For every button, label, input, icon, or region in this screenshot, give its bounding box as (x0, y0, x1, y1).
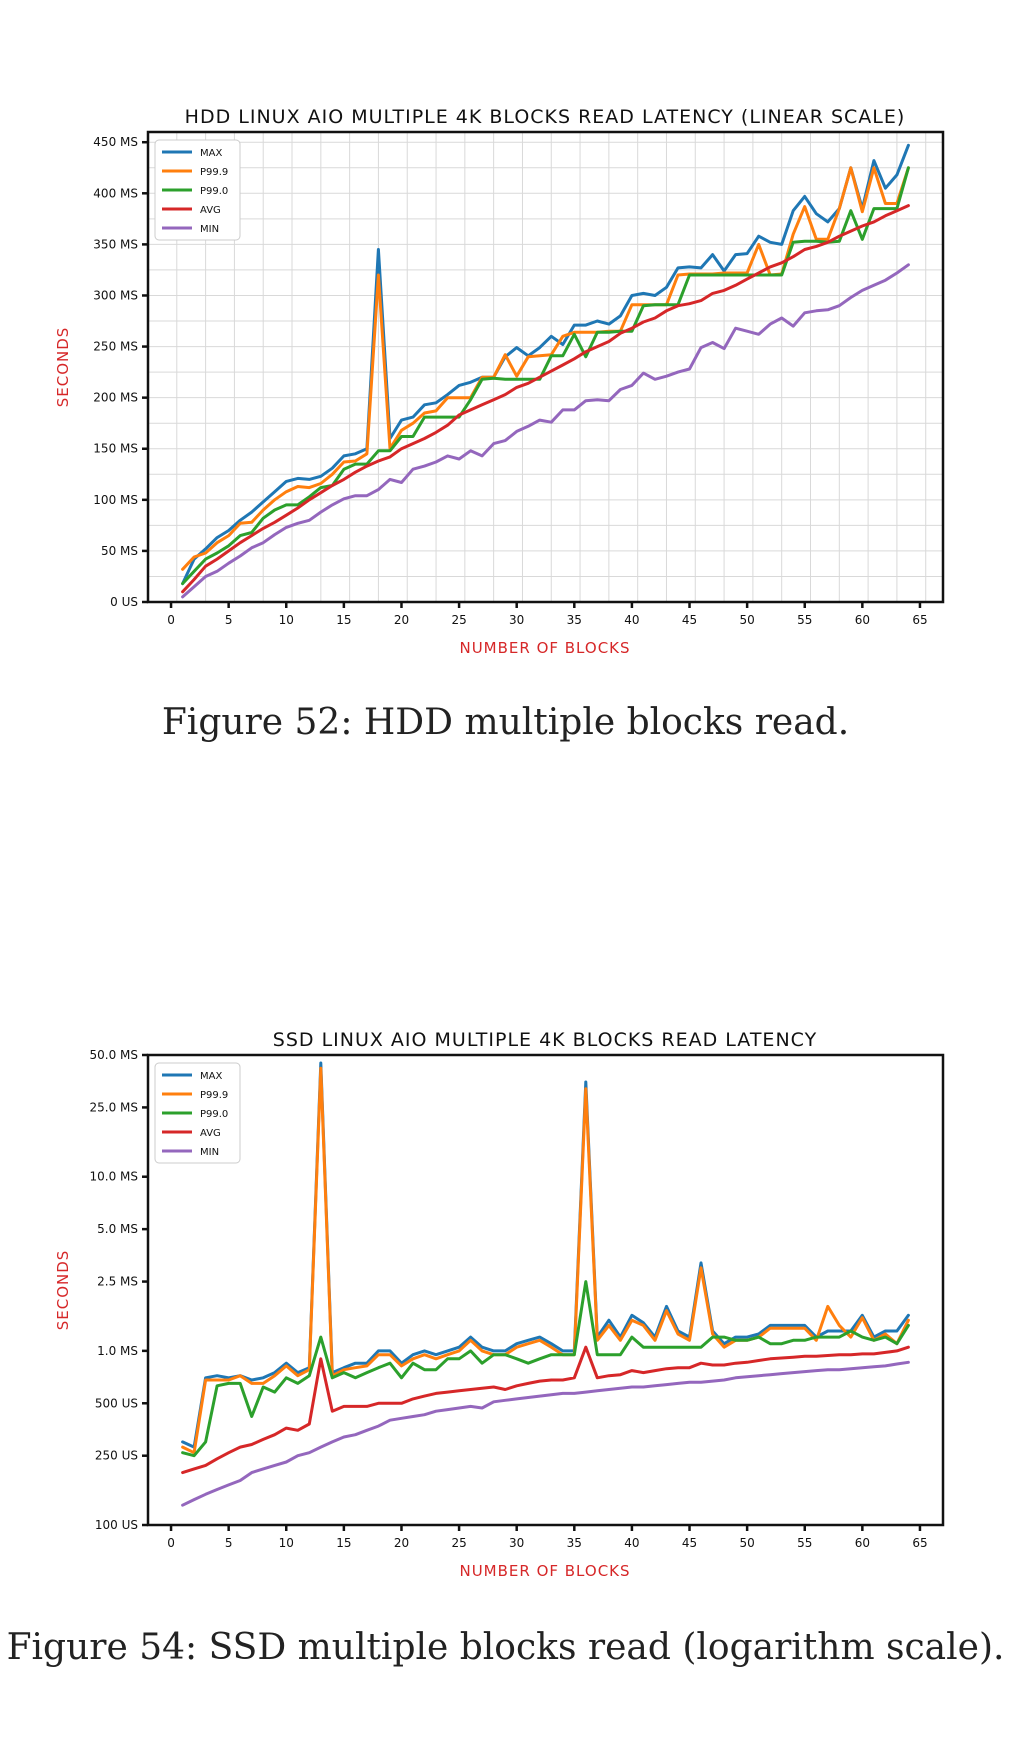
legend-label: AVG (200, 205, 221, 216)
legend-label: MIN (200, 1147, 219, 1158)
plot-frame (146, 130, 945, 604)
y-tick-label: 450 MS (93, 135, 138, 149)
series-line-avg (181, 204, 910, 594)
legend-box (154, 1062, 241, 1164)
x-tick-label: 30 (509, 613, 524, 627)
y-tick-label: 350 MS (93, 237, 138, 251)
legend: MAX P99.9 P99.0 AVG MIN (154, 1062, 241, 1164)
series-lines (181, 1061, 910, 1507)
y-tick-label: 50.0 MS (89, 1048, 138, 1062)
x-tick-label: 10 (279, 1536, 294, 1550)
y-tick-label: 100 US (95, 1518, 138, 1532)
x-tick-label: 55 (797, 1536, 812, 1550)
series-line-max (181, 1061, 910, 1449)
hdd-latency-chart: HDD LINUX AIO MULTIPLE 4K BLOCKS READ LA… (54, 106, 945, 657)
y-tick-label: 5.0 MS (97, 1222, 138, 1236)
series-line-max (181, 143, 910, 586)
y-tick-label: 100 MS (93, 493, 138, 507)
x-tick-label: 50 (739, 1536, 754, 1550)
x-tick-label: 0 (167, 613, 175, 627)
x-axis-label: NUMBER OF BLOCKS (459, 1562, 630, 1580)
chart-title: SSD LINUX AIO MULTIPLE 4K BLOCKS READ LA… (273, 1029, 817, 1051)
y-tick-label: 1.0 MS (97, 1344, 138, 1358)
series-line-p999 (181, 166, 910, 571)
series-line-min (181, 1360, 910, 1507)
x-tick-label: 60 (855, 1536, 870, 1550)
y-tick-label: 300 MS (93, 288, 138, 302)
x-ticks: 0 5 10 15 20 25 30 35 40 45 50 55 60 65 (167, 602, 928, 627)
legend-label: P99.9 (200, 167, 228, 178)
x-tick-label: 5 (225, 1536, 233, 1550)
x-tick-label: 5 (225, 613, 233, 627)
x-tick-label: 65 (912, 613, 927, 627)
legend: MAX P99.9 P99.0 AVG MIN (154, 139, 241, 241)
x-tick-label: 40 (624, 613, 639, 627)
y-tick-label: 150 MS (93, 442, 138, 456)
y-axis-label: SECONDS (54, 327, 72, 408)
y-tick-label: 2.5 MS (97, 1275, 138, 1289)
series-line-min (181, 263, 910, 599)
y-tick-label: 200 MS (93, 391, 138, 405)
x-tick-label: 35 (567, 1536, 582, 1550)
x-tick-label: 20 (394, 613, 409, 627)
y-tick-label: 25.0 MS (89, 1100, 138, 1114)
y-axis-label: SECONDS (54, 1250, 72, 1331)
chart-title: HDD LINUX AIO MULTIPLE 4K BLOCKS READ LA… (185, 106, 906, 128)
x-tick-label: 55 (797, 613, 812, 627)
x-axis-label: NUMBER OF BLOCKS (459, 639, 630, 657)
x-tick-label: 20 (394, 1536, 409, 1550)
figure-52-caption: Figure 52: HDD multiple blocks read. (161, 702, 850, 743)
legend-label: P99.0 (200, 186, 228, 197)
y-tick-label: 250 US (95, 1449, 138, 1463)
x-tick-label: 45 (682, 613, 697, 627)
y-tick-label: 50 MS (101, 544, 138, 558)
x-tick-label: 25 (451, 1536, 466, 1550)
y-tick-label: 0 US (110, 595, 138, 609)
y-ticks: 100 US 250 US 500 US 1.0 MS 2.5 MS 5.0 MS 10.0… (89, 1048, 148, 1532)
legend-label: MAX (200, 1071, 222, 1082)
x-tick-label: 10 (279, 613, 294, 627)
x-tick-label: 15 (336, 1536, 351, 1550)
series-lines (181, 143, 910, 599)
legend-label: MAX (200, 148, 222, 159)
figure-54-caption: Figure 54: SSD multiple blocks read (log… (6, 1627, 1005, 1668)
x-ticks: 0 5 10 15 20 25 30 35 40 45 50 55 60 65 (167, 1525, 928, 1550)
x-tick-label: 40 (624, 1536, 639, 1550)
x-tick-label: 60 (855, 613, 870, 627)
series-line-p990 (181, 1280, 910, 1458)
y-tick-label: 10.0 MS (89, 1170, 138, 1184)
plot-frame (146, 1053, 945, 1527)
x-tick-label: 15 (336, 613, 351, 627)
series-line-p999 (181, 1066, 910, 1455)
grid (147, 132, 943, 603)
x-tick-label: 30 (509, 1536, 524, 1550)
y-tick-label: 250 MS (93, 340, 138, 354)
x-tick-label: 45 (682, 1536, 697, 1550)
x-tick-label: 35 (567, 613, 582, 627)
legend-label: AVG (200, 1128, 221, 1139)
x-tick-label: 50 (739, 613, 754, 627)
legend-label: P99.0 (200, 1109, 228, 1120)
x-tick-label: 0 (167, 1536, 175, 1550)
legend-label: MIN (200, 224, 219, 235)
series-line-avg (181, 1345, 910, 1475)
y-ticks: 0 US 50 MS 100 MS 150 MS 200 MS 250 MS 300 MS 3… (93, 135, 148, 609)
x-tick-label: 25 (451, 613, 466, 627)
ssd-latency-chart: SSD LINUX AIO MULTIPLE 4K BLOCKS READ LA… (54, 1029, 945, 1580)
legend-box (154, 139, 241, 241)
x-tick-label: 65 (912, 1536, 927, 1550)
legend-label: P99.9 (200, 1090, 228, 1101)
y-tick-label: 400 MS (93, 186, 138, 200)
y-tick-label: 500 US (95, 1396, 138, 1410)
